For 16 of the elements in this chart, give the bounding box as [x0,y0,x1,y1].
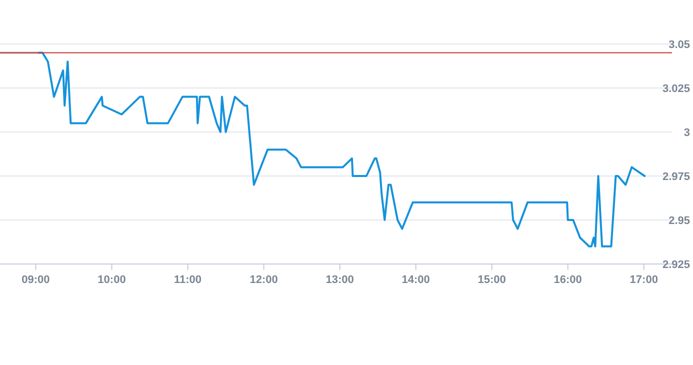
y-tick-label: 3.025 [662,83,690,95]
y-tick-label: 3.05 [668,39,690,51]
x-tick-label: 10:00 [98,274,126,286]
x-tick-label: 15:00 [478,274,506,286]
x-tick-label: 12:00 [250,274,278,286]
x-tick-label: 11:00 [174,274,202,286]
x-tick-label: 16:00 [554,274,582,286]
y-tick-label: 2.95 [668,215,690,227]
y-tick-label: 2.975 [662,171,690,183]
x-tick-label: 09:00 [22,274,50,286]
line-series [37,52,646,248]
x-tick-label: 17:00 [630,274,658,286]
y-tick-label: 3 [684,127,690,139]
x-tick-label: 14:00 [402,274,430,286]
x-tick-label: 13:00 [326,274,354,286]
y-tick-label: 2.925 [662,259,690,271]
